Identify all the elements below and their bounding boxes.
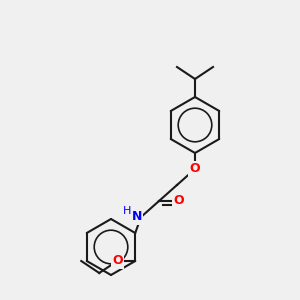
Text: O: O bbox=[112, 254, 123, 268]
Text: H: H bbox=[123, 206, 131, 216]
Text: O: O bbox=[190, 163, 200, 176]
Text: N: N bbox=[132, 211, 142, 224]
Text: O: O bbox=[174, 194, 184, 208]
